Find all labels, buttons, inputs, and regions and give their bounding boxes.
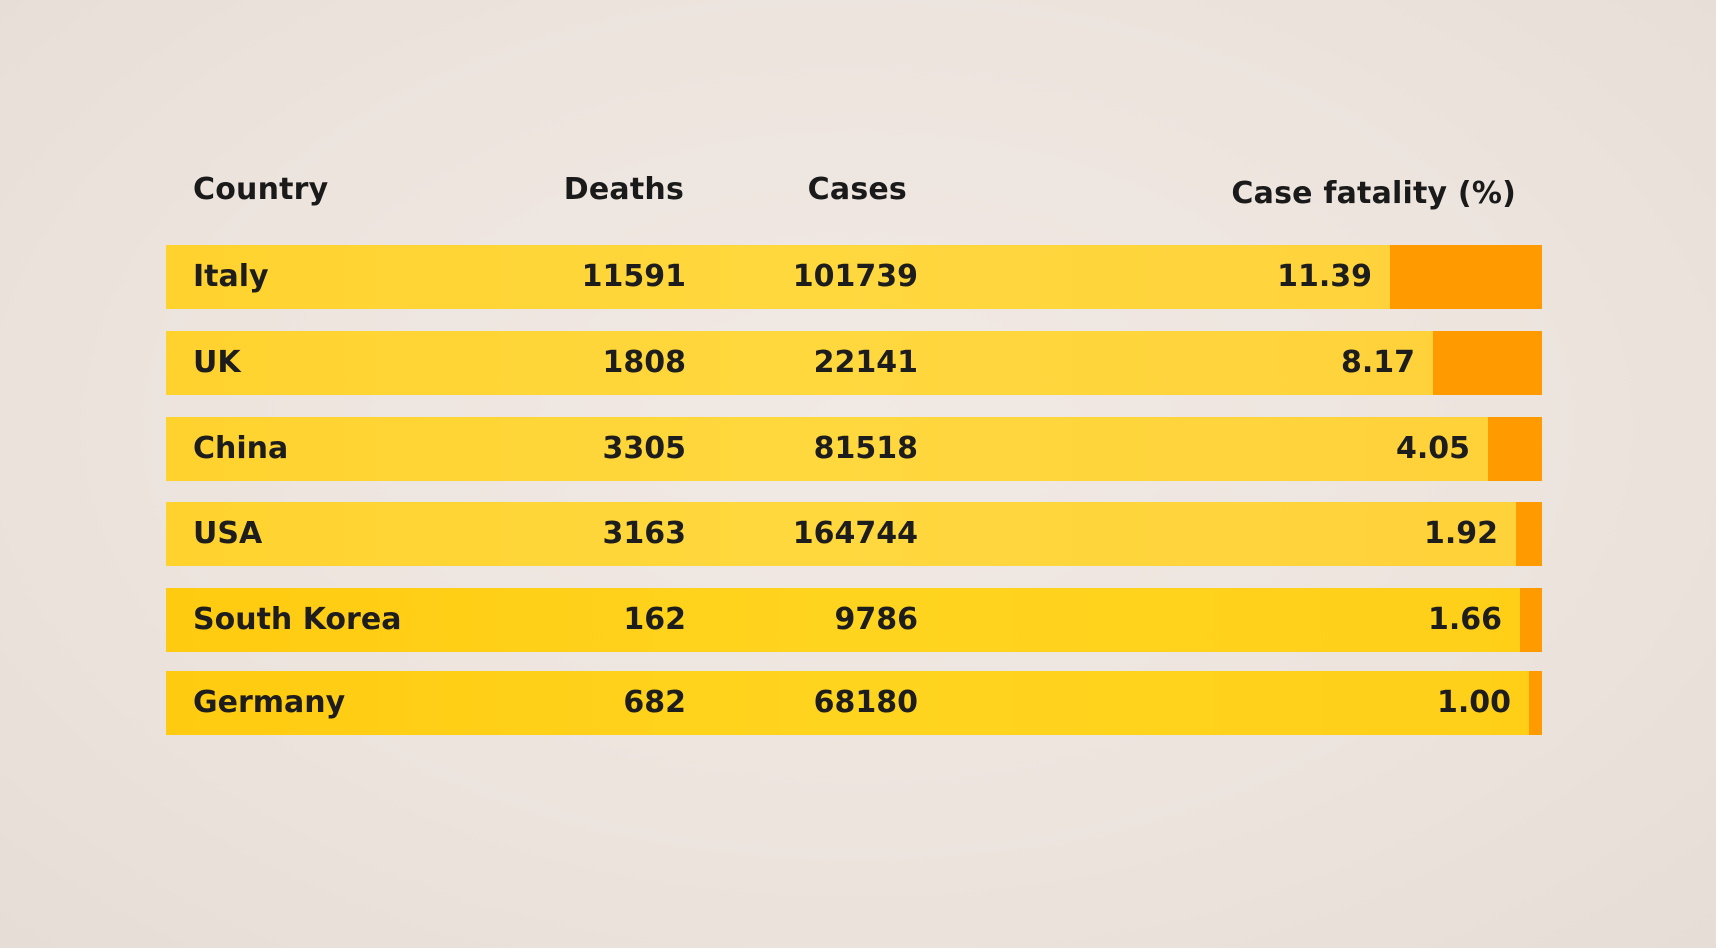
case-fatality-bar <box>1488 417 1542 481</box>
header-case-fatality: Case fatality (%) <box>1231 176 1516 211</box>
header-country: Country <box>193 172 329 207</box>
case-fatality-cell: 1.66 <box>1427 602 1502 637</box>
case-fatality-cell: 1.00 <box>1436 685 1511 720</box>
cases-cell: 101739 <box>792 259 918 294</box>
cases-cell: 22141 <box>813 345 918 380</box>
case-fatality-cell: 8.17 <box>1340 345 1415 380</box>
table-header: Country Deaths Cases Case fatality (%) <box>0 168 1716 218</box>
header-deaths: Deaths <box>563 172 684 207</box>
deaths-cell: 162 <box>623 602 686 637</box>
deaths-cell: 682 <box>623 685 686 720</box>
table-row: South Korea 162 9786 1.66 <box>166 588 1542 652</box>
case-fatality-bar <box>1433 331 1542 395</box>
country-cell: Germany <box>193 685 346 720</box>
table-row: USA 3163 164744 1.92 <box>166 502 1542 566</box>
country-cell: USA <box>193 516 263 551</box>
cases-cell: 81518 <box>813 431 918 466</box>
country-cell: UK <box>193 345 241 380</box>
case-fatality-cell: 11.39 <box>1277 259 1372 294</box>
case-fatality-bar <box>1520 588 1542 652</box>
deaths-cell: 3163 <box>602 516 687 551</box>
deaths-cell: 11591 <box>581 259 686 294</box>
deaths-cell: 1808 <box>602 345 687 380</box>
case-fatality-cell: 1.92 <box>1423 516 1498 551</box>
table-row: UK 1808 22141 8.17 <box>166 331 1542 395</box>
case-fatality-bar <box>1390 245 1542 309</box>
table-row: Germany 682 68180 1.00 <box>166 671 1542 735</box>
country-cell: South Korea <box>193 602 402 637</box>
header-cases: Cases <box>807 172 907 207</box>
deaths-cell: 3305 <box>602 431 687 466</box>
country-cell: Italy <box>193 259 269 294</box>
country-cell: China <box>193 431 289 466</box>
cases-cell: 164744 <box>792 516 918 551</box>
case-fatality-bar <box>1516 502 1542 566</box>
cases-cell: 9786 <box>834 602 919 637</box>
table-row: Italy 11591 101739 11.39 <box>166 245 1542 309</box>
cases-cell: 68180 <box>813 685 918 720</box>
case-fatality-cell: 4.05 <box>1395 431 1470 466</box>
case-fatality-bar <box>1529 671 1542 735</box>
table-row: China 3305 81518 4.05 <box>166 417 1542 481</box>
